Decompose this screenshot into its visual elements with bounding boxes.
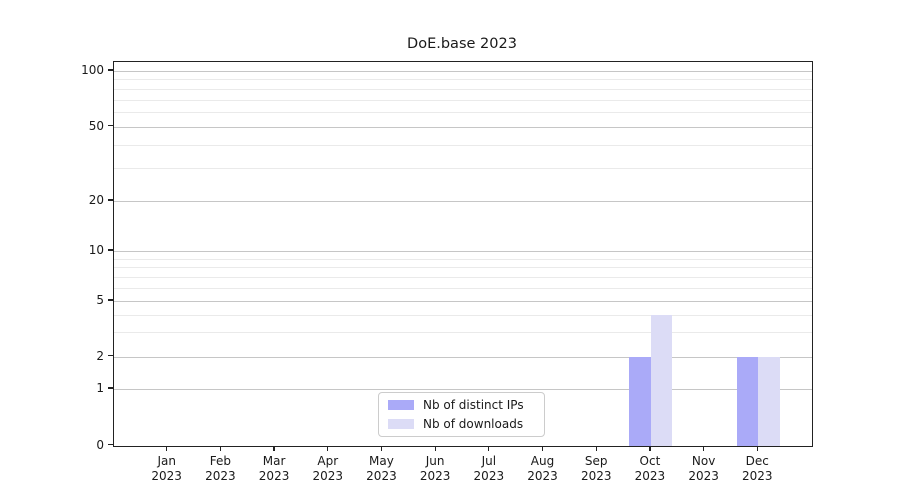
y-tick-mark bbox=[108, 354, 113, 357]
minor-gridline bbox=[114, 99, 812, 101]
plot-area bbox=[113, 60, 813, 447]
legend-swatch-downloads bbox=[388, 418, 414, 430]
y-tick-label: 10 bbox=[88, 243, 104, 257]
x-tick-label: Jul 2023 bbox=[473, 453, 505, 483]
minor-gridline bbox=[114, 79, 812, 81]
major-gridline bbox=[114, 389, 812, 390]
legend-label-distinct-ips: Nb of distinct IPs bbox=[423, 398, 524, 412]
y-tick-mark bbox=[108, 124, 113, 127]
major-gridline bbox=[114, 201, 812, 202]
y-tick-label: 20 bbox=[88, 193, 104, 207]
major-gridline bbox=[114, 356, 812, 358]
minor-gridline bbox=[114, 144, 812, 146]
minor-gridline bbox=[114, 258, 812, 260]
y-tick-label: 50 bbox=[88, 118, 104, 133]
x-tick-mark bbox=[273, 445, 275, 451]
x-tick-mark bbox=[380, 445, 383, 451]
minor-gridline bbox=[114, 314, 812, 316]
x-tick-label: Apr 2023 bbox=[312, 453, 344, 483]
y-tick-mark bbox=[108, 387, 113, 389]
y-tick-label: 1 bbox=[96, 381, 104, 395]
y-tick-label: 100 bbox=[81, 63, 104, 77]
bar-downloads bbox=[650, 314, 673, 446]
x-tick-mark bbox=[702, 445, 705, 451]
legend-label-downloads: Nb of downloads bbox=[423, 417, 524, 431]
x-tick-mark bbox=[488, 445, 490, 451]
x-tick-mark bbox=[434, 445, 436, 451]
x-tick-mark bbox=[756, 445, 758, 451]
legend-row-distinct-ips: Nb of distinct IPs bbox=[388, 398, 535, 412]
minor-gridline bbox=[114, 88, 812, 90]
minor-gridline bbox=[114, 331, 812, 333]
bar-distinct-ips bbox=[736, 356, 759, 446]
x-tick-label: Jun 2023 bbox=[419, 453, 451, 483]
y-tick-label: 0 bbox=[96, 437, 104, 452]
x-tick-mark bbox=[649, 445, 651, 451]
x-tick-label: Feb 2023 bbox=[205, 453, 236, 483]
major-gridline bbox=[114, 71, 812, 72]
bar-distinct-ips bbox=[629, 356, 651, 446]
x-tick-label: Dec 2023 bbox=[742, 453, 773, 483]
legend-swatch-distinct-ips bbox=[388, 399, 414, 411]
y-tick-mark bbox=[108, 443, 113, 446]
x-tick-label: Sep 2023 bbox=[580, 453, 612, 483]
minor-gridline bbox=[114, 267, 812, 269]
x-tick-mark bbox=[166, 445, 168, 451]
x-tick-label: Jan 2023 bbox=[151, 453, 182, 483]
x-tick-mark bbox=[541, 445, 544, 451]
x-tick-label: Aug 2023 bbox=[527, 453, 558, 483]
x-tick-mark bbox=[219, 445, 222, 451]
y-tick-mark bbox=[108, 249, 113, 251]
x-tick-label: Oct 2023 bbox=[634, 453, 666, 483]
x-tick-label: May 2023 bbox=[366, 453, 397, 483]
major-gridline bbox=[114, 126, 812, 128]
minor-gridline bbox=[114, 111, 812, 113]
chart-title: DoE.base 2023 bbox=[407, 36, 517, 52]
minor-gridline bbox=[114, 276, 812, 278]
x-tick-mark bbox=[327, 445, 329, 451]
x-tick-mark bbox=[595, 445, 597, 451]
x-tick-label: Nov 2023 bbox=[688, 453, 719, 483]
legend-row-downloads: Nb of downloads bbox=[388, 417, 535, 431]
minor-gridline bbox=[114, 287, 812, 289]
y-tick-mark bbox=[108, 199, 113, 201]
legend: Nb of distinct IPs Nb of downloads bbox=[378, 392, 545, 437]
major-gridline bbox=[114, 251, 812, 252]
y-tick-mark bbox=[108, 299, 113, 301]
x-tick-label: Mar 2023 bbox=[258, 453, 290, 483]
bar-downloads bbox=[758, 356, 780, 446]
y-tick-label: 2 bbox=[96, 348, 104, 363]
minor-gridline bbox=[114, 168, 812, 170]
major-gridline bbox=[114, 301, 812, 302]
y-tick-mark bbox=[108, 69, 113, 71]
y-tick-label: 5 bbox=[96, 293, 104, 307]
